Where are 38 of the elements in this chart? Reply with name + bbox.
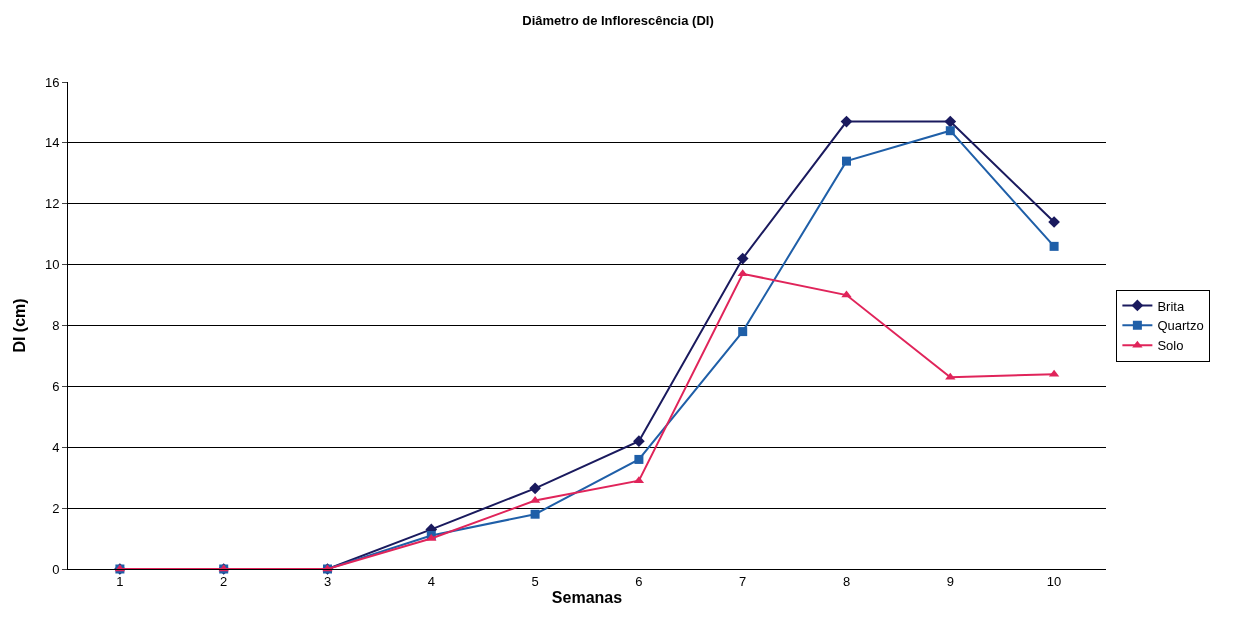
x-axis-title: Semanas xyxy=(551,589,623,607)
y-tick-label: 0 xyxy=(52,561,60,577)
y-tick-label: 12 xyxy=(44,196,60,212)
y-tick-label: 16 xyxy=(44,74,60,90)
y-tick-label: 6 xyxy=(52,378,60,394)
point xyxy=(737,269,748,277)
y-tick-label: 4 xyxy=(52,439,60,455)
point xyxy=(1049,241,1059,251)
legend-label: Brita xyxy=(1157,298,1185,314)
x-tick-label: 8 xyxy=(842,573,851,589)
y-tick-label: 8 xyxy=(52,318,60,334)
point xyxy=(634,454,644,464)
point xyxy=(736,252,749,265)
y-tick-label: 2 xyxy=(52,500,60,516)
point xyxy=(529,482,541,495)
x-tick-label: 9 xyxy=(946,573,954,589)
legend-label: Solo xyxy=(1157,338,1184,354)
y-tick-label: 14 xyxy=(44,135,60,151)
x-tick-label: 3 xyxy=(323,573,332,589)
point xyxy=(945,126,955,136)
point xyxy=(944,115,957,128)
point xyxy=(530,509,540,519)
y-tick-label: 10 xyxy=(44,257,60,273)
point xyxy=(842,156,851,166)
point xyxy=(840,115,853,128)
legend-label: Quartzo xyxy=(1157,318,1204,334)
x-tick-label: 10 xyxy=(1046,573,1062,589)
x-tick-label: 4 xyxy=(427,573,435,589)
y-axis-title: DI (cm) xyxy=(10,298,28,353)
point xyxy=(841,290,852,298)
x-tick-label: 1 xyxy=(116,573,124,589)
point xyxy=(738,327,748,337)
x-tick-label: 2 xyxy=(220,573,228,589)
x-tick-label: 5 xyxy=(531,573,539,589)
x-tick-label: 6 xyxy=(635,573,643,589)
x-tick-label: 7 xyxy=(739,573,747,589)
chart-title: Diâmetro de Inflorescência (DI) xyxy=(522,12,714,28)
point xyxy=(633,435,645,448)
